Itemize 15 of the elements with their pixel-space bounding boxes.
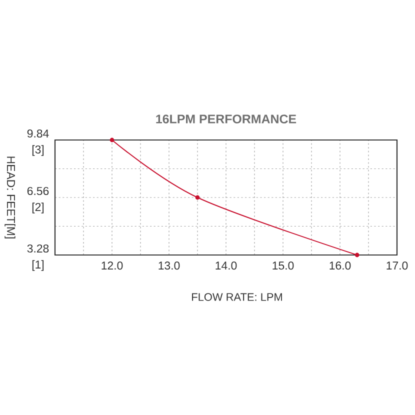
x-tick-label: 12.0: [102, 262, 123, 270]
y-tick-label: 3.28: [27, 244, 49, 253]
chart-title: 16LPM PERFORMANCE: [156, 114, 296, 124]
x-axis-title: FLOW RATE: LPM: [192, 293, 282, 301]
y2-tick-label: [1]: [32, 260, 44, 271]
y2-tick-label: [3]: [32, 145, 44, 156]
x-tick-label: 16.0: [330, 262, 351, 270]
y-tick-label: 6.56: [27, 186, 49, 196]
x-tick-label: 15.0: [272, 262, 294, 270]
y-tick-label: 9.84: [27, 129, 49, 138]
y2-axis-title: HEAD: FEET[M]: [4, 156, 16, 238]
y2-tick-label: [2]: [32, 202, 44, 214]
x-tick-label: 17.0: [386, 262, 408, 270]
x-tick-label: 13.0: [158, 262, 180, 270]
x-tick-label: 14.0: [216, 262, 237, 270]
